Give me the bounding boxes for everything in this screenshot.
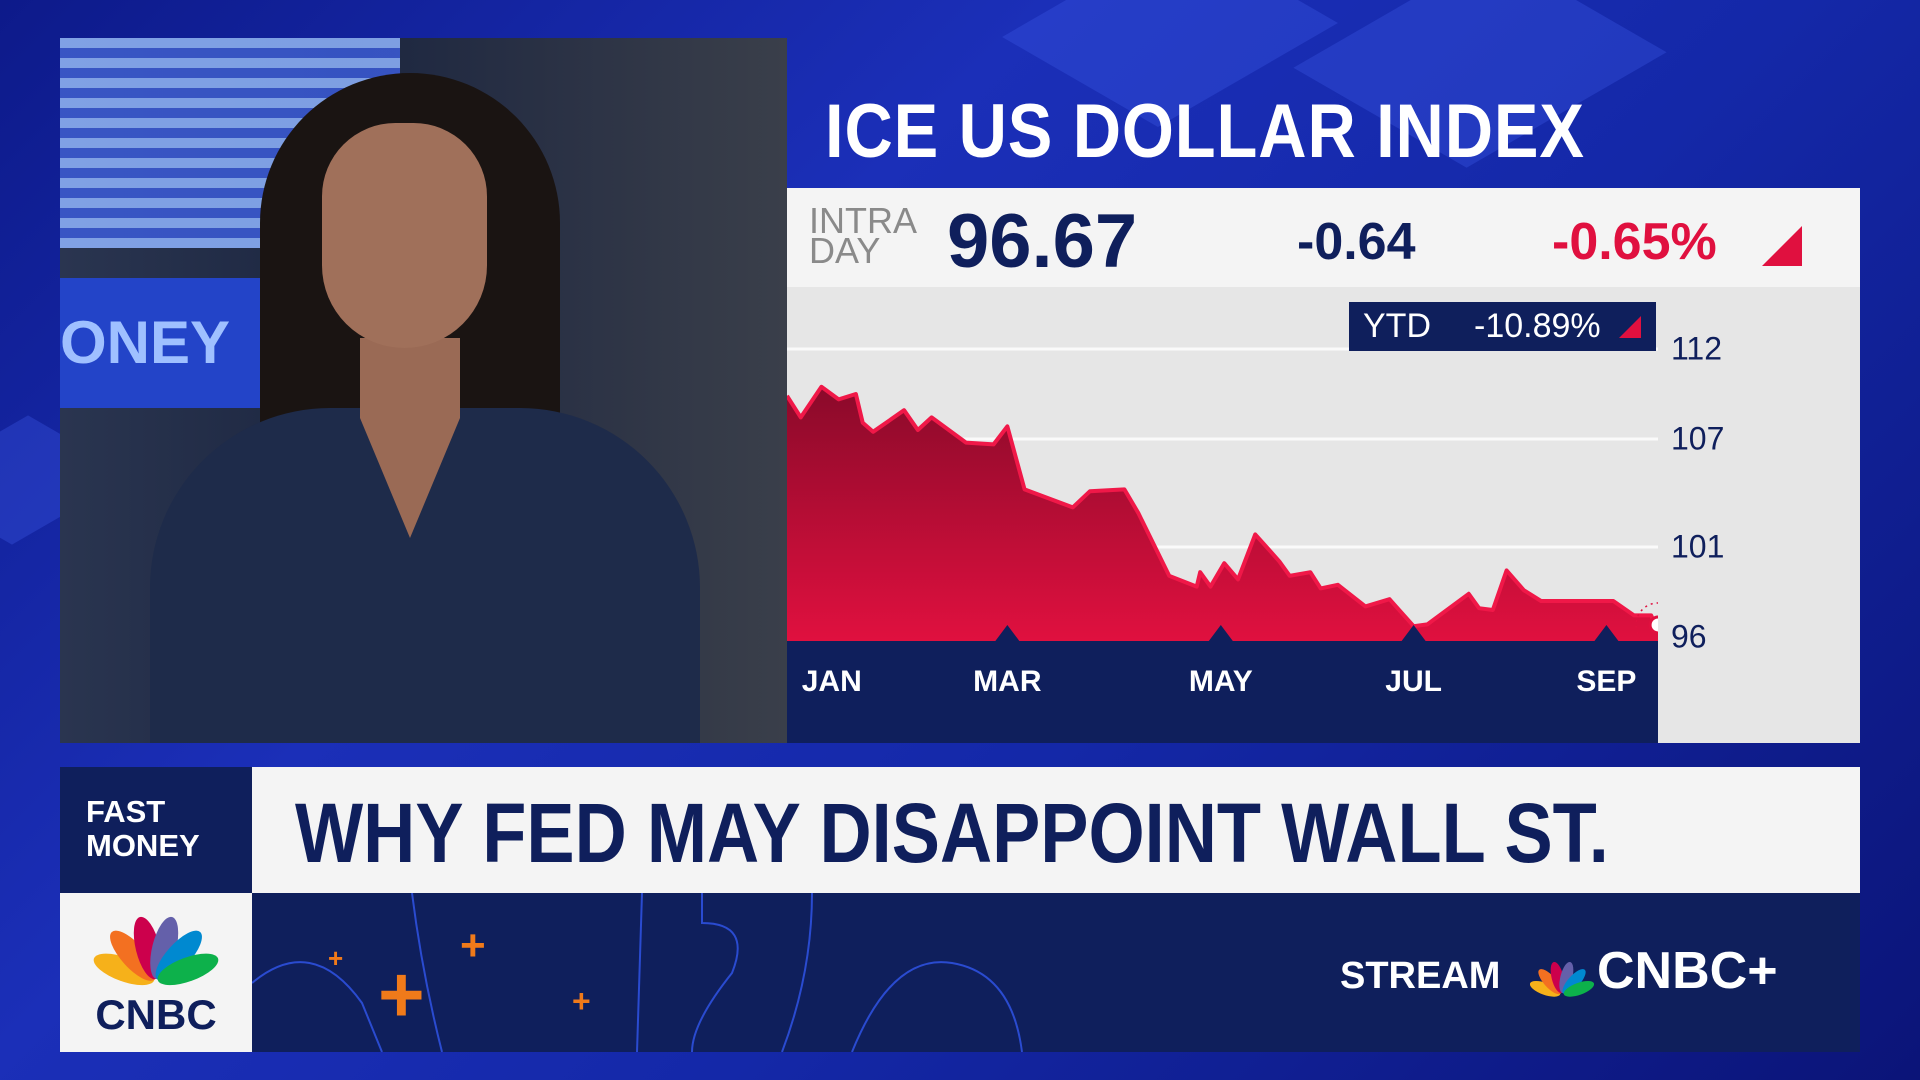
ytd-label: YTD: [1363, 307, 1431, 345]
down-triangle-icon: [1762, 226, 1802, 266]
headline-bar: WHY FED MAY DISAPPOINT WALL ST.: [252, 767, 1860, 893]
x-tick-label: MAR: [973, 665, 1042, 698]
last-point-marker: [1648, 615, 1658, 635]
percent-change: -0.65%: [1552, 213, 1717, 271]
studio-screen: ONEY: [60, 278, 260, 408]
quote-panel: INTRA DAY 96.67 -0.64 -0.65% YTD -10.89% …: [787, 188, 1860, 743]
network-name: CNBC: [95, 991, 217, 1038]
y-tick-label: 112: [1671, 330, 1723, 367]
presenter-face: [322, 123, 487, 348]
show-name-line2: MONEY: [86, 828, 200, 863]
chart-title: ICE US DOLLAR INDEX: [825, 89, 1585, 174]
peacock-icon: [93, 916, 219, 986]
stream-label: STREAM: [1340, 955, 1501, 997]
ytd-value: -10.89%: [1474, 307, 1601, 345]
x-tick-label: SEP: [1576, 665, 1637, 698]
x-tick-label: MAY: [1188, 665, 1253, 698]
month-tick: [1594, 625, 1619, 641]
x-tick-label: JAN: [801, 665, 862, 698]
month-tick: [995, 625, 1020, 641]
plus-icon: +: [460, 921, 486, 970]
y-tick-label: 107: [1671, 420, 1725, 457]
price-area: [787, 386, 1658, 641]
price-change: -0.64: [1297, 213, 1416, 271]
headline: WHY FED MAY DISAPPOINT WALL ST.: [295, 786, 1609, 880]
month-tick: [1401, 625, 1426, 641]
stream-brand: CNBC+: [1597, 942, 1778, 1000]
decorative-lines: [252, 893, 1023, 1052]
month-tick: [1208, 625, 1233, 641]
bottom-bar: + + + + STREAM CNBC+: [252, 893, 1860, 1052]
x-tick-label: JUL: [1385, 665, 1442, 698]
intraday-label-line1: INTRA: [809, 200, 917, 241]
plus-icon: +: [378, 950, 425, 1039]
presenter-video: ONEY: [60, 38, 787, 743]
plus-icon: +: [572, 983, 591, 1019]
intraday-label: INTRA DAY: [809, 200, 917, 271]
y-tick-label: 96: [1671, 618, 1707, 655]
show-name-line1: FAST: [86, 794, 166, 829]
down-triangle-icon: [1619, 316, 1641, 338]
peacock-icon: [1530, 961, 1594, 997]
show-name: FAST MONEY: [60, 767, 252, 893]
plus-icon: +: [328, 943, 344, 973]
quote-header: INTRA DAY 96.67 -0.64 -0.65%: [787, 188, 1860, 287]
price-line: [787, 384, 1658, 633]
y-tick-label: 101: [1671, 528, 1725, 565]
last-price: 96.67: [947, 199, 1138, 284]
ytd-badge: YTD -10.89%: [1349, 302, 1656, 351]
x-axis-band: [787, 641, 1658, 743]
intraday-label-line2: DAY: [809, 230, 881, 271]
cnbc-logo: CNBC: [60, 893, 252, 1052]
